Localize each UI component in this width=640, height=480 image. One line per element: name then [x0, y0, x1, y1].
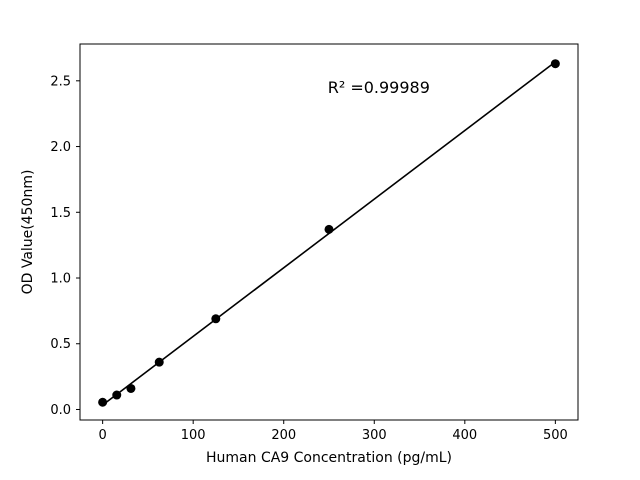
y-tick-label: 1.0: [50, 272, 71, 287]
x-tick-label: 100: [181, 428, 206, 443]
x-tick-label: 300: [362, 428, 387, 443]
data-point: [126, 383, 136, 393]
y-tick-label: 1.5: [50, 206, 71, 221]
data-point: [324, 224, 334, 234]
y-tick-label: 2.0: [50, 140, 71, 155]
x-axis-label: Human CA9 Concentration (pg/mL): [206, 450, 452, 466]
x-tick-label: 500: [543, 428, 568, 443]
x-tick-label: 0: [98, 428, 106, 443]
y-tick-label: 0.0: [50, 403, 71, 418]
data-point: [154, 357, 164, 367]
data-point: [112, 390, 122, 400]
x-tick-label: 400: [452, 428, 477, 443]
data-point: [211, 314, 221, 324]
data-point: [98, 397, 108, 407]
y-tick-label: 2.5: [50, 74, 71, 89]
y-axis-label: OD Value(450nm): [20, 170, 36, 295]
x-tick-label: 200: [271, 428, 296, 443]
y-tick-label: 0.5: [50, 337, 71, 352]
data-point: [550, 59, 560, 69]
plot-border: [79, 43, 579, 421]
r-squared-annotation: R² =0.99989: [328, 78, 430, 97]
